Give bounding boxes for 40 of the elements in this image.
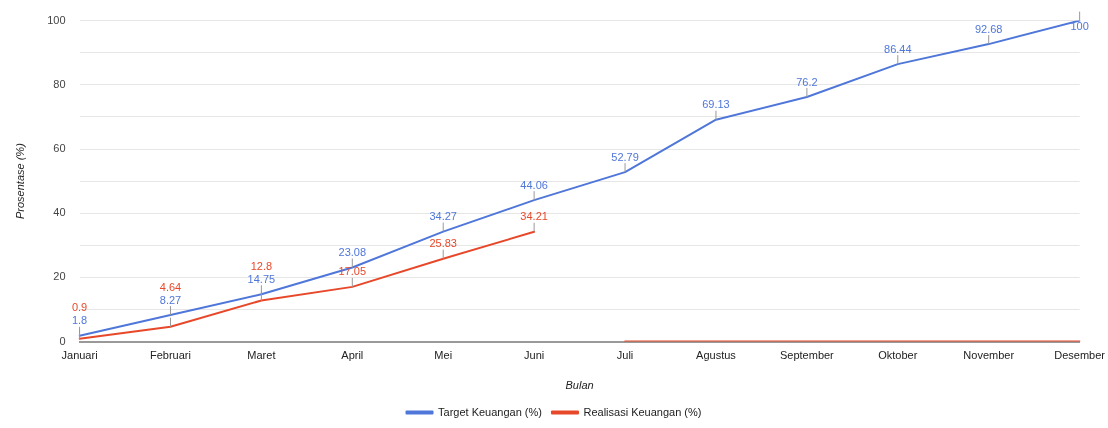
data-label: 17.05 — [338, 265, 367, 278]
data-label: 8.27 — [159, 293, 182, 306]
x-tick-label: Juni — [524, 349, 545, 362]
data-label: 25.83 — [429, 237, 457, 250]
x-tick-label: Desember — [1054, 349, 1106, 362]
x-tick-label: Februari — [149, 349, 191, 362]
x-tick-label: April — [341, 349, 364, 362]
y-tick-label: 100 — [47, 13, 66, 26]
legend-label: Target Keuangan (%) — [438, 405, 542, 418]
data-label: 69.13 — [702, 98, 730, 111]
x-tick-label: Oktober — [878, 349, 918, 362]
data-label: 34.21 — [520, 210, 548, 223]
x-tick-label: Mei — [434, 349, 453, 362]
data-label: 92.68 — [974, 22, 1003, 35]
data-label: 52.79 — [611, 150, 639, 163]
data-label: 44.06 — [520, 178, 548, 191]
y-tick-label: 60 — [53, 142, 66, 155]
data-label: 86.44 — [884, 42, 912, 55]
x-tick-label: September — [779, 349, 835, 362]
x-tick-label: Januari — [61, 349, 98, 362]
data-label: 12.8 — [250, 259, 273, 272]
data-label: 34.27 — [429, 210, 457, 223]
data-label: 23.08 — [338, 246, 367, 259]
x-tick-label: Agustus — [696, 349, 737, 362]
legend-label: Realisasi Keuangan (%) — [583, 405, 702, 418]
x-tick-label: Maret — [247, 349, 276, 362]
data-label: 0.9 — [71, 301, 88, 314]
x-tick-label: Juli — [616, 349, 634, 362]
y-axis-title: Prosentase (%) — [13, 142, 26, 220]
data-label: 100 — [1070, 20, 1089, 33]
data-label: 14.75 — [247, 272, 276, 285]
data-label: 76.2 — [796, 75, 818, 88]
y-tick-label: 20 — [53, 270, 66, 283]
data-label: 1.8 — [71, 314, 88, 327]
x-axis-title: Bulan — [565, 379, 594, 392]
y-tick-label: 0 — [59, 334, 66, 347]
x-tick-label: November — [963, 349, 1015, 362]
y-tick-label: 40 — [53, 206, 66, 219]
y-tick-label: 80 — [53, 77, 66, 90]
data-label: 4.64 — [159, 280, 182, 293]
